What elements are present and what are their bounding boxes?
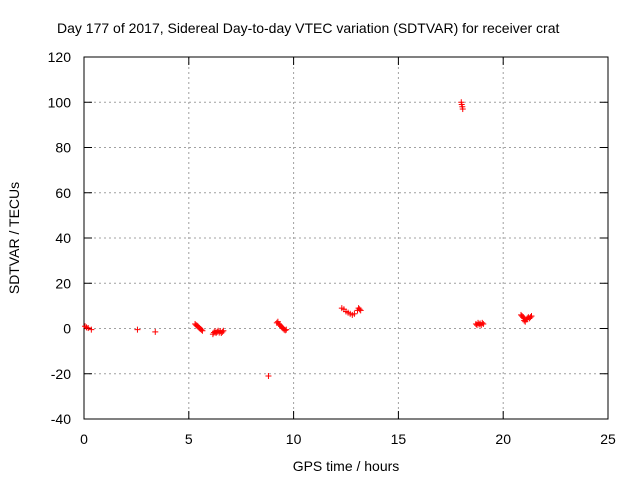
y-tick-labels: -40 -20 0 20 40 60 80 100 120 [48,49,72,427]
x-tick-label: 20 [495,431,511,447]
data-point [198,326,205,333]
data-point [528,313,535,320]
data-point [220,327,227,334]
y-tick-label: 60 [55,185,71,201]
data-point [265,373,272,380]
data-point [82,323,89,330]
data-point [152,328,159,335]
data-point [459,106,466,113]
axis-ticks [83,56,609,420]
y-tick-label: 120 [48,49,72,65]
x-tick-labels: 0 5 10 15 20 25 [80,431,616,447]
data-point [351,310,358,317]
x-tick-label: 10 [286,431,302,447]
chart-title: Day 177 of 2017, Sidereal Day-to-day VTE… [57,20,559,36]
y-tick-label: 0 [63,321,71,337]
y-axis-label: SDTVAR / TECUs [6,182,22,294]
x-tick-label: 25 [600,431,616,447]
data-point [283,326,290,333]
data-point [282,327,289,334]
x-tick-label: 5 [185,431,193,447]
y-tick-label: -40 [51,411,71,427]
data-point [527,314,534,321]
data-point [199,327,206,334]
y-tick-label: 40 [55,230,71,246]
grid [84,57,608,419]
data-point [520,314,527,321]
data-point [480,320,487,327]
y-tick-label: -20 [51,366,71,382]
x-axis-label: GPS time / hours [293,458,400,474]
data-point [85,325,92,332]
data-point [479,319,486,326]
data-point [356,306,363,313]
x-tick-label: 0 [80,431,88,447]
x-tick-label: 15 [391,431,407,447]
data-point [219,328,226,335]
data-point [357,307,364,314]
data-point [88,326,95,333]
data-points [82,99,535,380]
y-tick-label: 80 [55,140,71,156]
y-tick-label: 100 [48,94,72,110]
y-tick-label: 20 [55,275,71,291]
data-point [134,326,141,333]
